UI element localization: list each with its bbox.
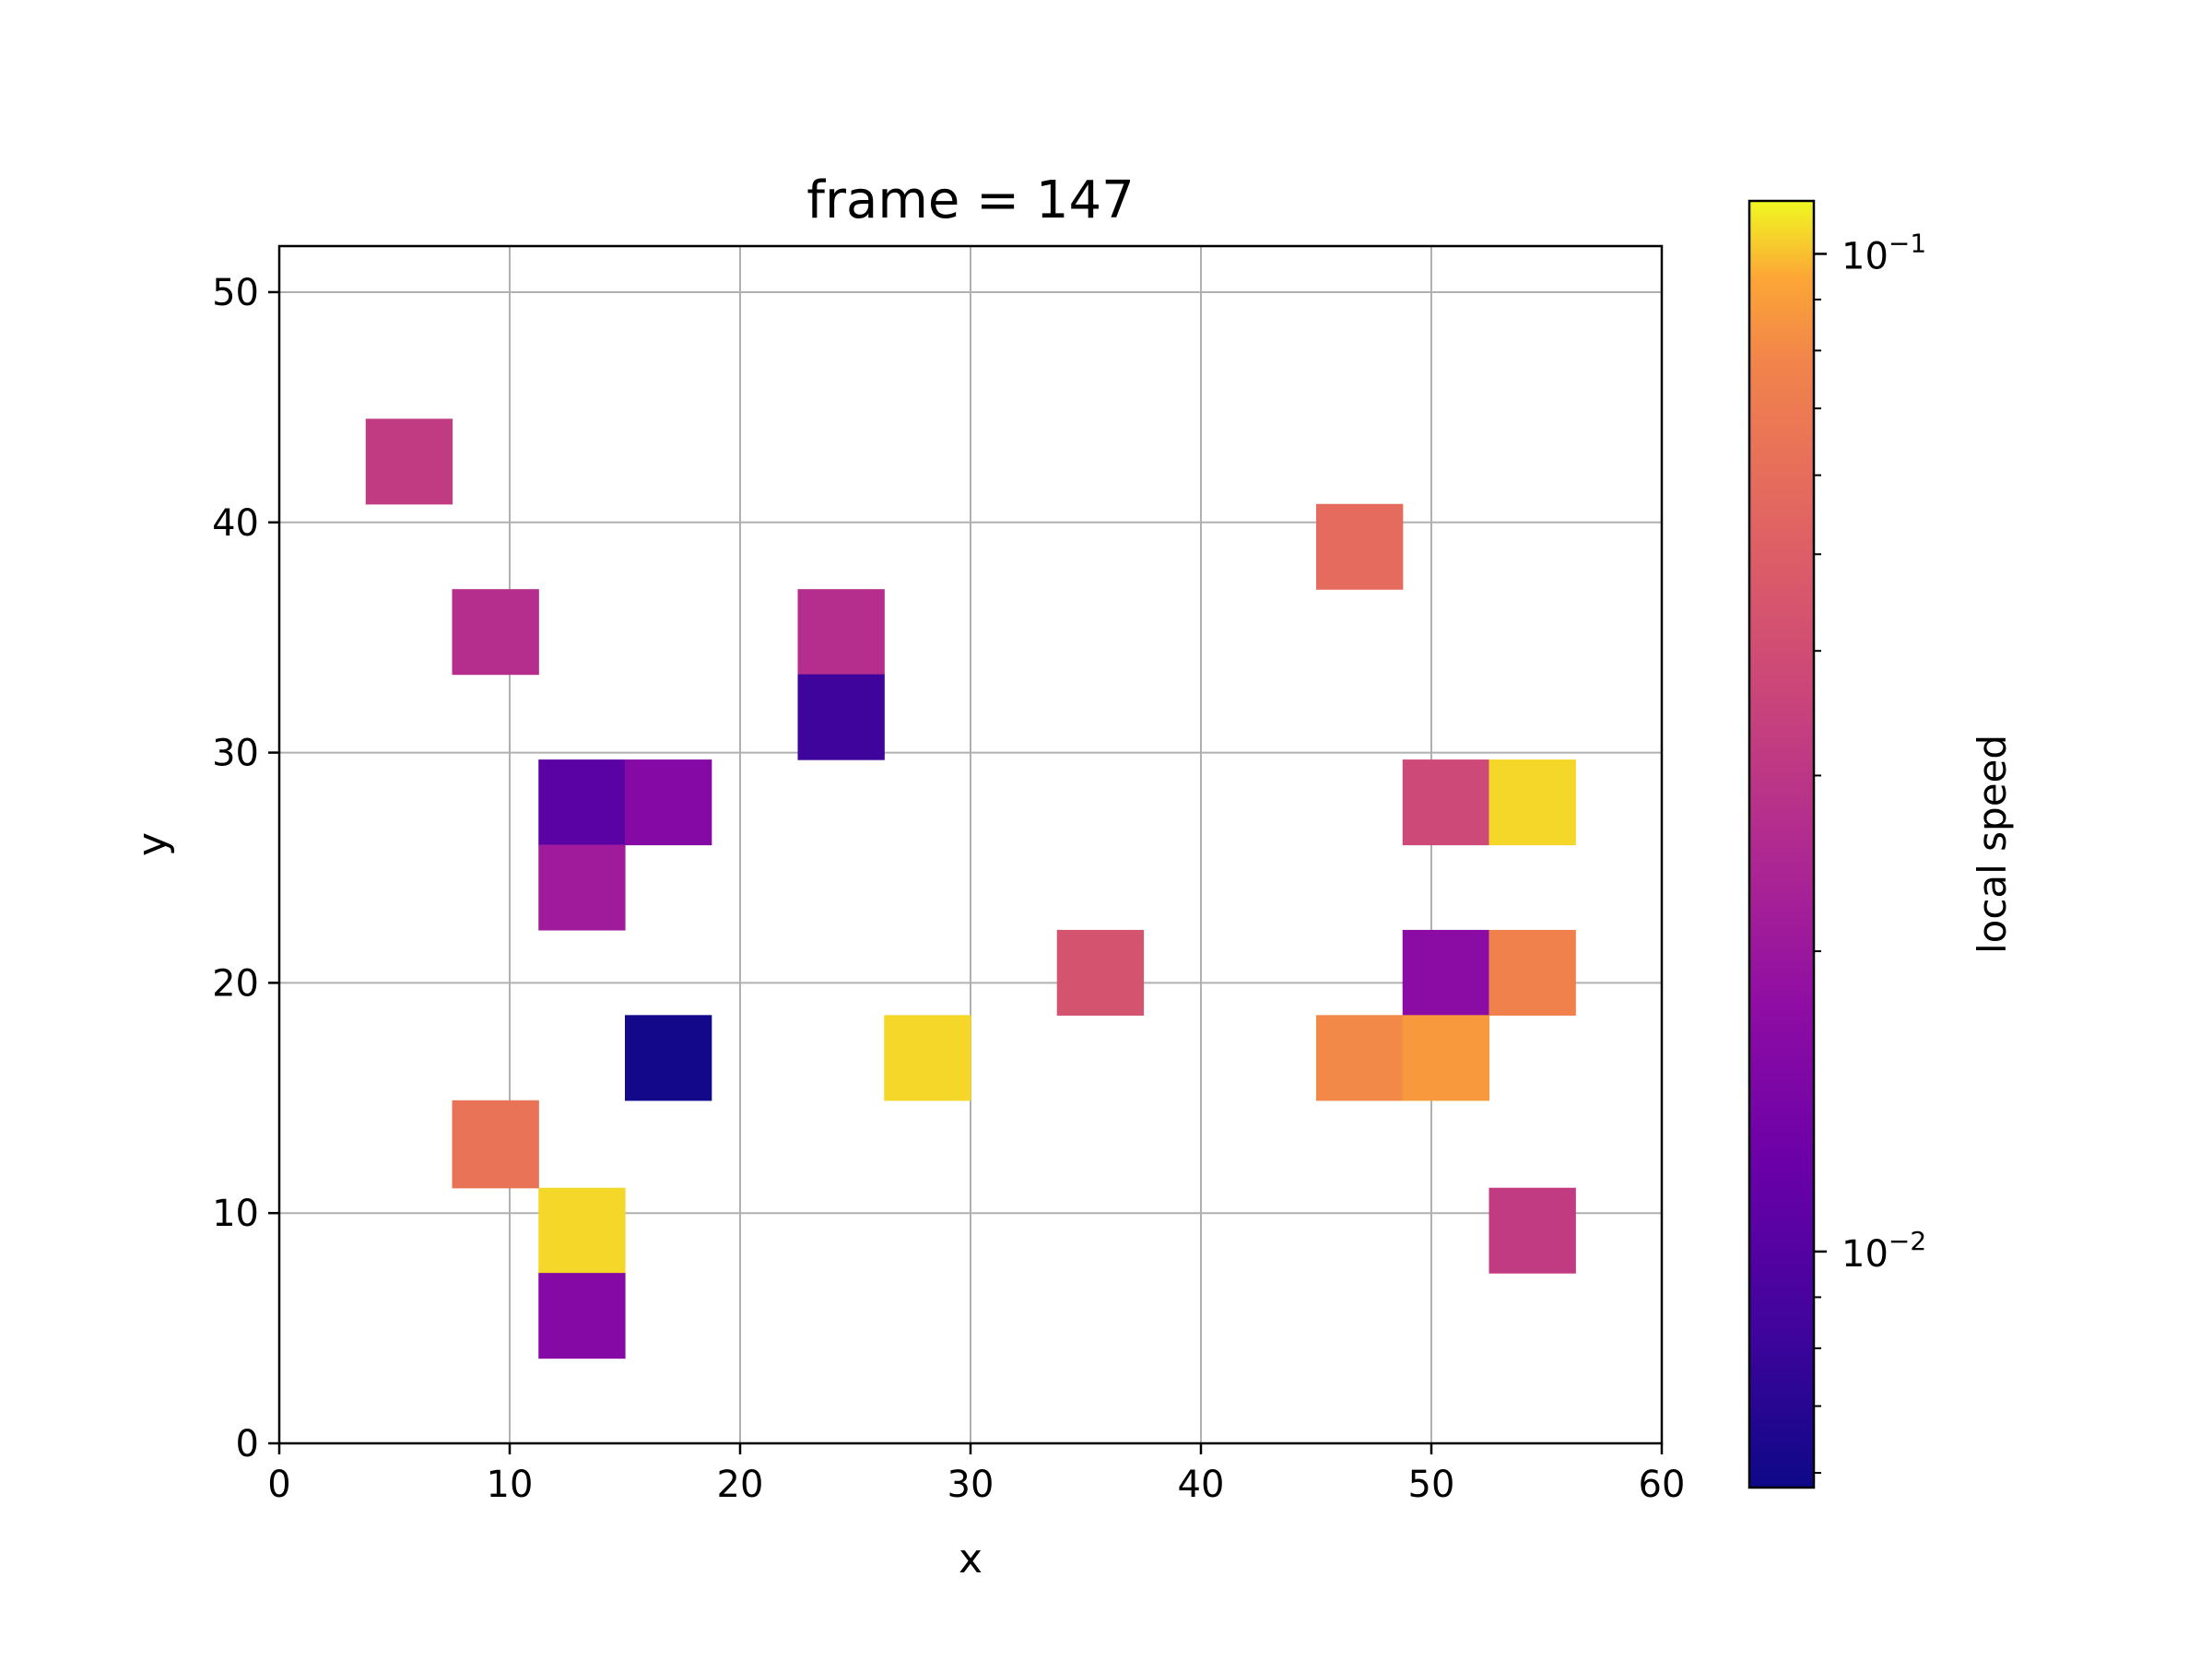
heatmap-cell (1402, 759, 1490, 846)
x-tick-label: 20 (717, 1464, 764, 1506)
heatmap-cell (1056, 929, 1145, 1016)
colorbar-gradient (1747, 199, 1816, 1489)
x-tick-label: 0 (267, 1464, 290, 1506)
colorbar-tick-label: 10−1 (1841, 228, 1926, 277)
x-axis-label: x (959, 1535, 982, 1583)
colorbar-ticks: 10−2 10−1 (1814, 228, 1926, 1475)
heatmap-cell (884, 1015, 971, 1101)
x-axis-ticks: 0 10 20 30 40 50 60 (267, 1443, 1685, 1506)
colorbar-tick-label: 10−2 (1841, 1226, 1926, 1276)
y-tick-label: 40 (212, 502, 259, 545)
heatmap-cell (1488, 759, 1576, 846)
y-axis-ticks: 0 10 20 30 40 50 (212, 272, 279, 1465)
x-tick-label: 40 (1178, 1464, 1225, 1506)
heatmap-cell (365, 418, 453, 505)
y-tick-label: 0 (236, 1423, 259, 1465)
heatmap-cell (1488, 929, 1576, 1016)
colorbar: 10−2 10−1 local speed (1747, 199, 2015, 1489)
heatmap-cell (625, 1015, 712, 1101)
heatmap-cell (1402, 1015, 1490, 1101)
heatmap-cell (538, 1273, 626, 1359)
heatmap-cell (538, 759, 626, 846)
heatmap-cell (1316, 503, 1404, 590)
heatmap-cell (625, 759, 712, 846)
chart-title: frame = 147 (806, 171, 1134, 230)
heatmap-cell (797, 674, 885, 760)
x-tick-label: 30 (947, 1464, 994, 1506)
heatmap-cell (452, 589, 539, 676)
heatmap-cell (1488, 1187, 1576, 1274)
heatmap-cell (797, 589, 885, 676)
y-tick-label: 30 (212, 733, 259, 775)
heatmap-cells (365, 418, 1576, 1359)
heatmap-cell (452, 1100, 539, 1189)
x-tick-label: 50 (1408, 1464, 1455, 1506)
heatmap-cell (1316, 1015, 1404, 1101)
heatmap-cell (1402, 929, 1490, 1016)
heatmap-cell (538, 1187, 626, 1274)
y-tick-label: 20 (212, 962, 259, 1005)
x-tick-label: 60 (1639, 1464, 1686, 1506)
y-tick-label: 50 (212, 272, 259, 314)
x-tick-label: 10 (487, 1464, 534, 1506)
y-tick-label: 10 (212, 1193, 259, 1235)
colorbar-label: local speed (1970, 735, 2015, 954)
heatmap-cell (538, 844, 626, 931)
y-axis-label: y (129, 832, 176, 856)
